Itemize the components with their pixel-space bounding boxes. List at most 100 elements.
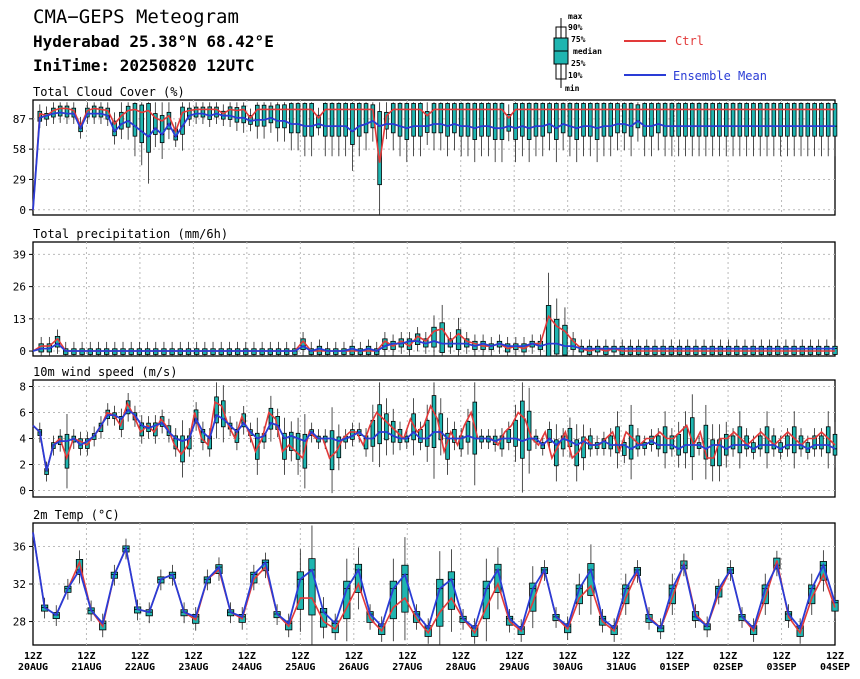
- box-iqr: [390, 103, 396, 134]
- panel-title: 10m wind speed (m/s): [33, 365, 178, 379]
- box-iqr: [547, 428, 552, 443]
- y-tick-label: 0: [19, 485, 26, 498]
- box-iqr: [282, 104, 287, 129]
- panel-frame: [32, 99, 836, 216]
- x-tick-hour: 12Z: [719, 651, 737, 662]
- box-iqr: [662, 426, 668, 454]
- box-iqr: [91, 105, 97, 118]
- ctrl-line: [32, 532, 836, 635]
- panel-1: Total Cloud Cover (%) 0 29 58 87: [13, 85, 838, 217]
- box-iqr: [132, 103, 138, 137]
- ctrl-line: [32, 400, 836, 472]
- box-iqr: [778, 103, 783, 137]
- x-tick-date: 29AUG: [499, 662, 529, 673]
- box-iqr: [547, 103, 552, 134]
- box-iqr: [424, 111, 430, 133]
- box-iqr: [153, 113, 158, 135]
- panel-2: Total precipitation (mm/6h) 0 13 26 39: [13, 227, 838, 358]
- box-iqr: [696, 103, 702, 137]
- panel-4: 2m Temp (°C) 28 32 36: [13, 508, 839, 646]
- box-iqr: [85, 107, 90, 118]
- box-iqr: [757, 435, 763, 450]
- legend-p10: 10%: [568, 71, 583, 80]
- box-iqr: [506, 114, 512, 132]
- panel-title: Total precipitation (mm/6h): [33, 227, 228, 241]
- box-iqr: [319, 608, 328, 628]
- box-iqr: [234, 428, 240, 443]
- box-iqr: [98, 106, 104, 118]
- box-iqr: [302, 103, 308, 137]
- box-iqr: [785, 103, 790, 137]
- box-iqr: [200, 106, 206, 118]
- box-iqr: [458, 103, 464, 137]
- box-iqr: [268, 105, 274, 124]
- box-iqr: [676, 433, 681, 456]
- init-time-label: IniTime: 20250820 12UTC: [33, 56, 255, 75]
- box-iqr: [384, 413, 389, 441]
- box-iqr: [316, 114, 321, 129]
- box-iqr: [295, 432, 301, 460]
- box-iqr: [438, 103, 444, 134]
- box-iqr: [146, 103, 151, 153]
- box-iqr: [234, 107, 240, 123]
- box-iqr: [710, 103, 715, 137]
- box-iqr: [418, 428, 423, 443]
- series-legend: Ctrl Ensemble Mean: [624, 34, 767, 83]
- box-iqr: [436, 578, 444, 627]
- box-iqr: [289, 431, 294, 451]
- box-iqr: [808, 584, 816, 605]
- box-iqr: [757, 103, 763, 137]
- y-tick-label: 28: [13, 616, 26, 629]
- legend-p90: 90%: [568, 23, 583, 32]
- box-iqr: [268, 407, 274, 430]
- box-iqr: [350, 103, 355, 145]
- box-iqr: [75, 559, 84, 575]
- box-iqr: [499, 103, 505, 140]
- box-iqr: [390, 420, 396, 443]
- box-iqr: [608, 435, 613, 450]
- box-iqr: [710, 439, 715, 467]
- box-iqr: [159, 115, 165, 144]
- box-iqr: [812, 103, 817, 137]
- x-tick-hour: 12Z: [131, 651, 149, 662]
- box-iqr: [785, 435, 790, 450]
- box-iqr: [683, 103, 688, 137]
- box-iqr: [64, 105, 70, 118]
- box-iqr: [717, 103, 722, 137]
- x-tick-date: 03SEP: [766, 662, 796, 673]
- box-iqr: [214, 106, 219, 118]
- box-iqr: [465, 420, 471, 443]
- x-tick-date: 01SEP: [660, 662, 690, 673]
- ensemble-mean-line: [32, 532, 836, 631]
- x-tick-hour: 12Z: [184, 651, 202, 662]
- box-iqr: [261, 104, 267, 127]
- box-iqr: [494, 563, 502, 593]
- box-iqr: [486, 103, 491, 137]
- box-iqr: [554, 103, 559, 140]
- x-tick-hour: 12Z: [398, 651, 416, 662]
- box-iqr: [723, 103, 729, 137]
- box-iqr: [455, 329, 462, 350]
- box-iqr: [424, 419, 430, 447]
- box-iqr: [397, 103, 403, 137]
- box-iqr: [513, 419, 518, 447]
- box-iqr: [635, 104, 641, 129]
- box-iqr: [723, 433, 729, 456]
- boxplot-legend: max 90% 75% median 25% 10% min: [553, 12, 602, 93]
- x-tick-hour: 12Z: [612, 651, 630, 662]
- legend-median: median: [573, 46, 602, 56]
- box-iqr: [669, 103, 675, 137]
- box-iqr: [812, 435, 817, 450]
- x-tick-date: 27AUG: [392, 662, 422, 673]
- y-tick-label: 0: [19, 204, 26, 217]
- x-tick-date: 22AUG: [125, 662, 155, 673]
- box-iqr: [791, 103, 797, 137]
- box-iqr: [594, 103, 600, 140]
- box-iqr: [411, 103, 416, 137]
- box-iqr: [322, 103, 328, 137]
- box-iqr: [581, 103, 586, 137]
- box-iqr: [193, 106, 199, 118]
- x-tick-date: 20AUG: [18, 662, 48, 673]
- box-iqr: [656, 435, 661, 450]
